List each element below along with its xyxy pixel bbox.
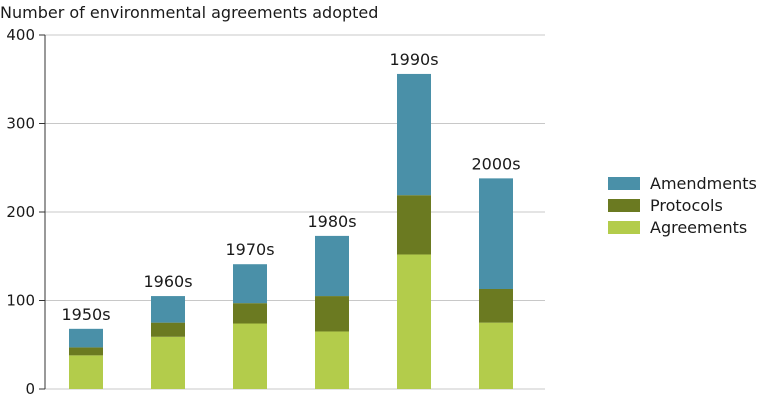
bar-segment-amendments-2000s: [479, 178, 513, 289]
legend-swatch-protocols: [608, 199, 640, 212]
category-label-1970s: 1970s: [225, 240, 274, 259]
bar-segment-agreements-1950s: [69, 355, 103, 389]
bar-segment-protocols-2000s: [479, 288, 513, 323]
bar-segment-agreements-1970s: [233, 323, 267, 389]
y-tick-label: 400: [6, 26, 35, 44]
legend-label-agreements: Agreements: [650, 218, 747, 237]
y-tick-label: 100: [6, 292, 35, 310]
bar-segment-protocols-1970s: [233, 303, 267, 324]
bar-segment-agreements-1990s: [397, 254, 431, 389]
y-tick-label: 200: [6, 203, 35, 221]
y-tick-label: 0: [25, 380, 35, 398]
legend-label-protocols: Protocols: [650, 196, 723, 215]
bar-segment-amendments-1970s: [233, 264, 267, 304]
category-label-1990s: 1990s: [389, 50, 438, 69]
legend-label-amendments: Amendments: [650, 174, 757, 193]
category-label-2000s: 2000s: [471, 154, 520, 173]
legend-swatch-agreements: [608, 221, 640, 234]
legend: Amendments Protocols Agreements: [608, 174, 757, 237]
bar-segment-agreements-1980s: [315, 331, 349, 389]
bar-segment-protocols-1980s: [315, 296, 349, 332]
category-label-layer: 1950s 1960s 1970s 1980s 1990s 2000s: [61, 50, 520, 324]
bar-segment-amendments-1960s: [151, 296, 185, 323]
bar-segment-amendments-1990s: [397, 73, 431, 196]
y-axis: 0 100 200 300 400: [6, 26, 46, 398]
bar-segment-protocols-1990s: [397, 195, 431, 255]
category-label-1950s: 1950s: [61, 305, 110, 324]
bar-segment-agreements-1960s: [151, 336, 185, 389]
bar-segment-amendments-1980s: [315, 235, 349, 297]
bar-segment-agreements-2000s: [479, 322, 513, 389]
chart-title: Number of environmental agreements adopt…: [0, 3, 378, 22]
bar-segment-amendments-1950s: [69, 328, 103, 348]
category-label-1980s: 1980s: [307, 212, 356, 231]
bar-segment-protocols-1950s: [69, 347, 103, 356]
legend-swatch-amendments: [608, 177, 640, 190]
category-label-1960s: 1960s: [143, 272, 192, 291]
bar-segment-protocols-1960s: [151, 322, 185, 337]
grid-layer: [45, 34, 545, 390]
bar-layer: [69, 73, 513, 389]
y-tick-label: 300: [6, 115, 35, 133]
